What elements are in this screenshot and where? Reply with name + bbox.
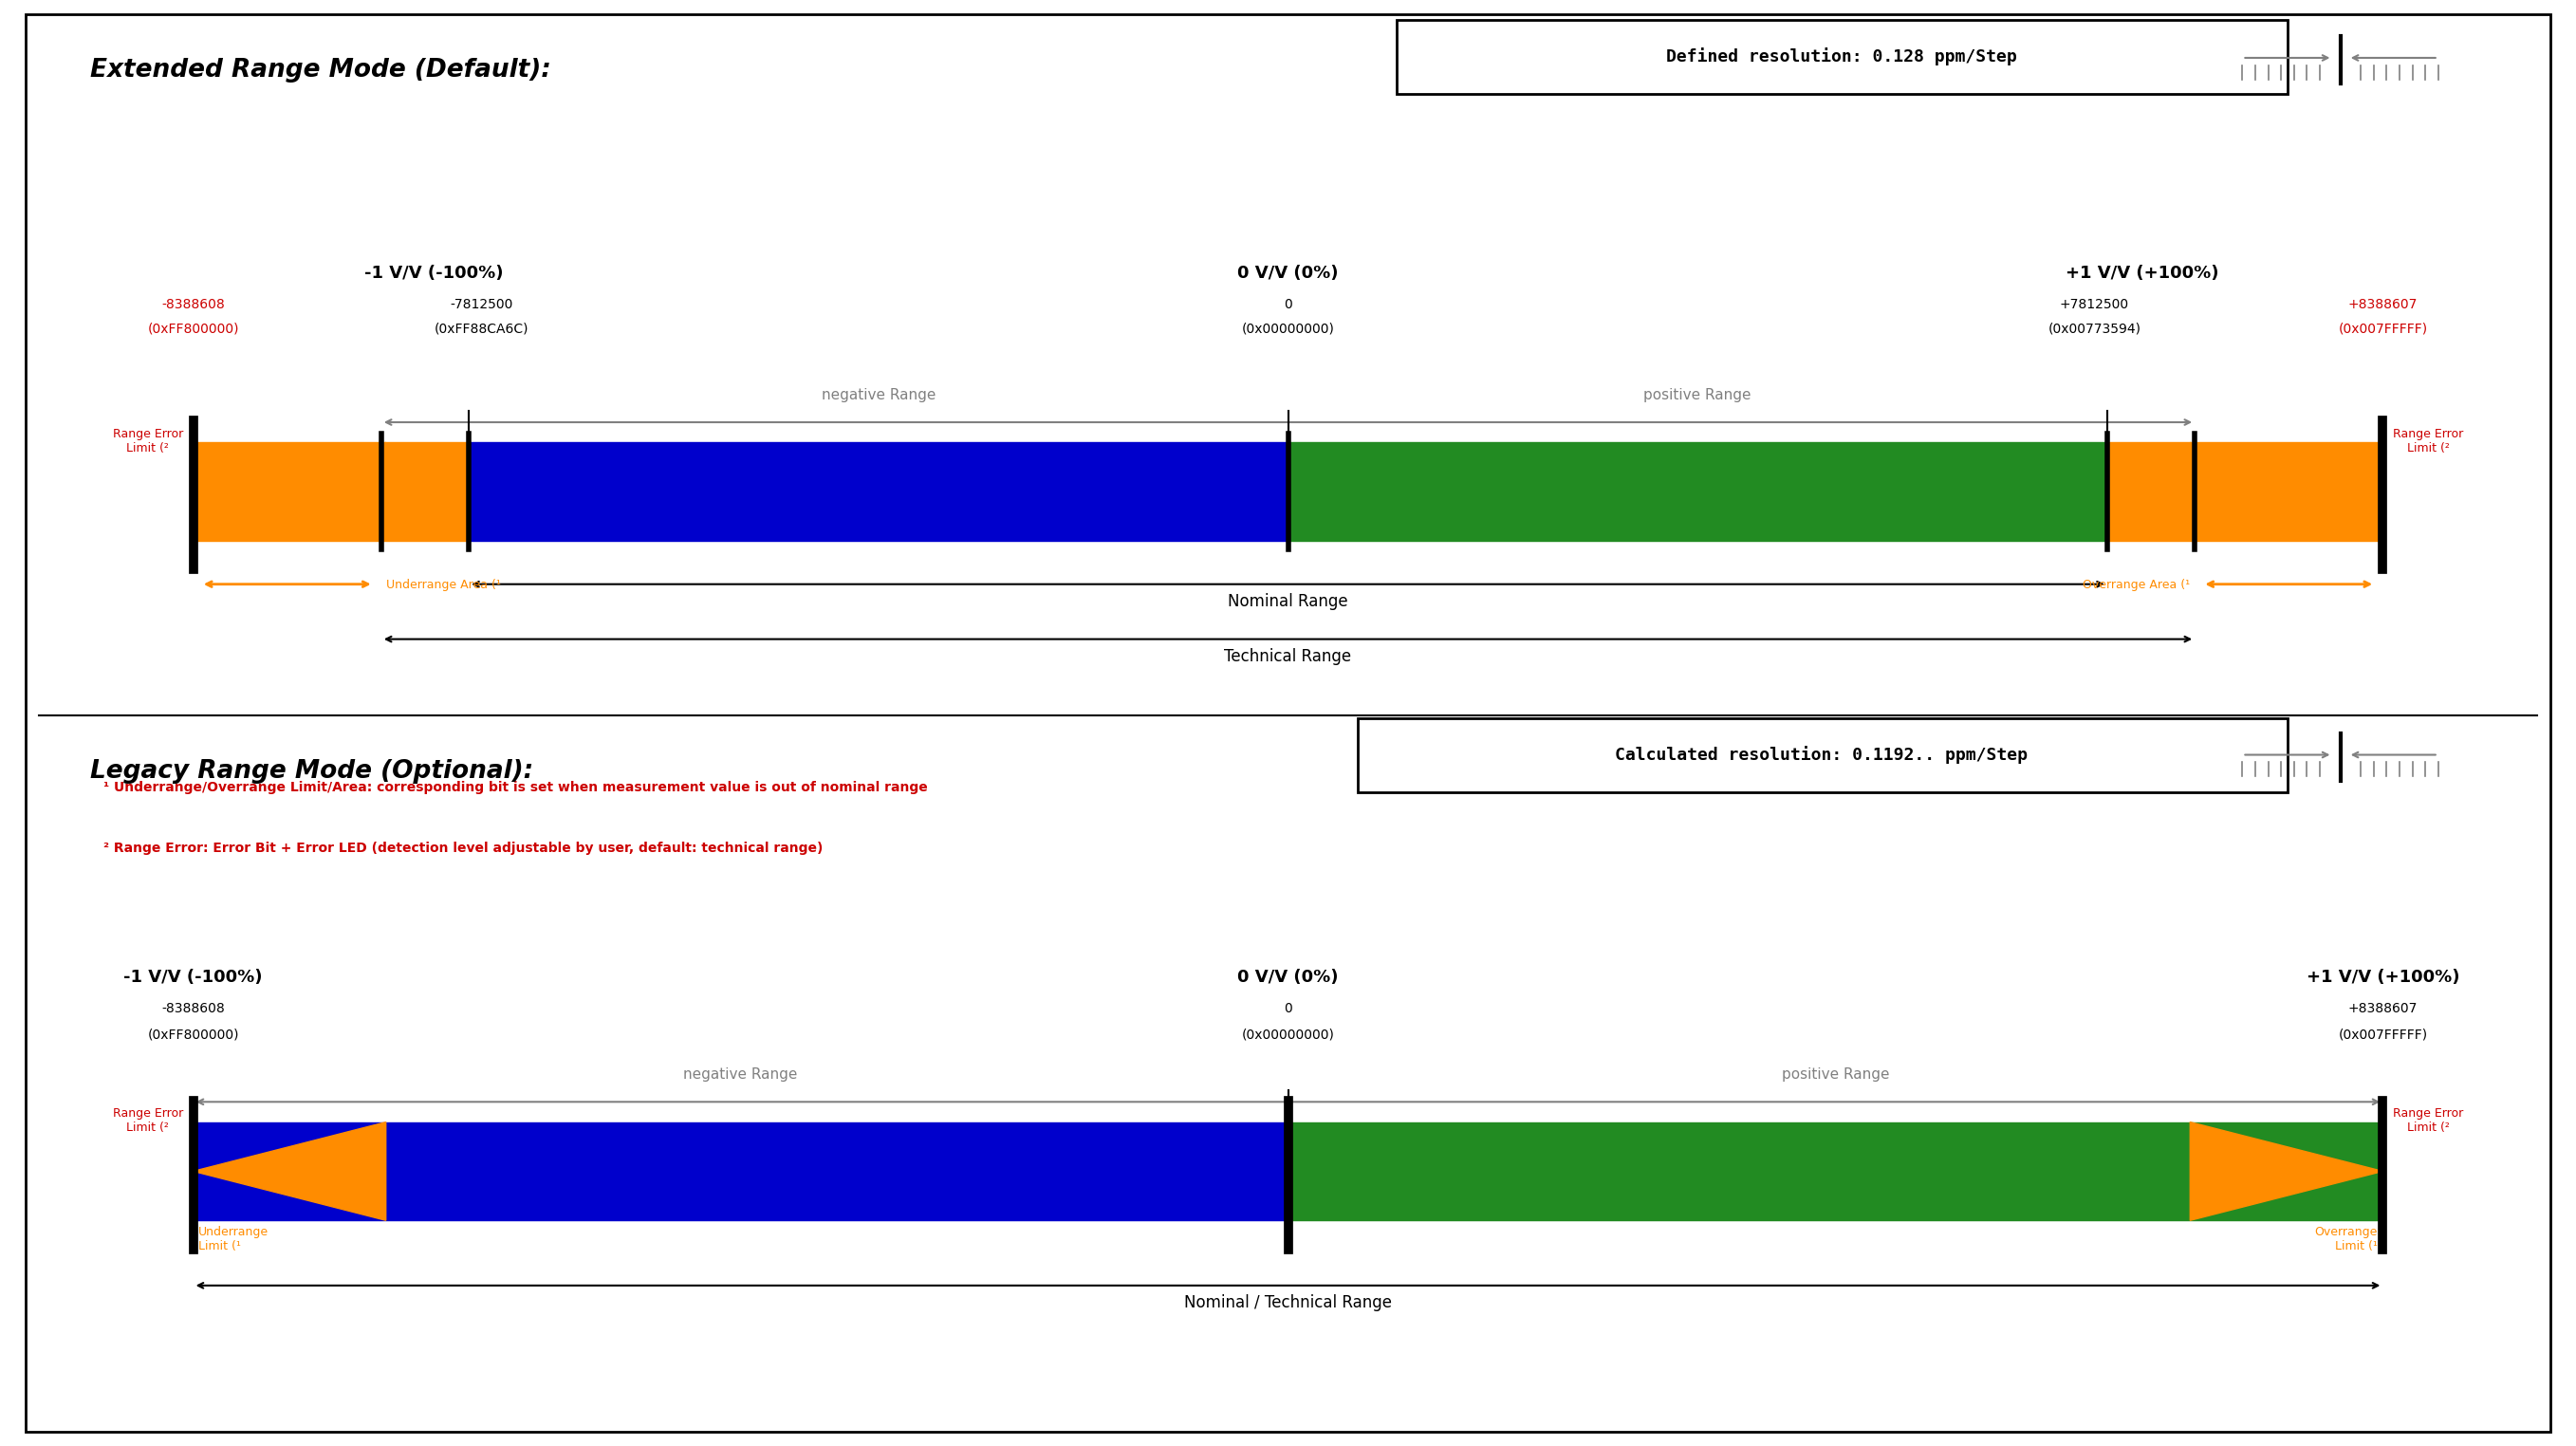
Text: (0x00000000): (0x00000000) (1242, 1028, 1334, 1041)
Text: Nominal / Technical Range: Nominal / Technical Range (1185, 1294, 1391, 1312)
Text: Underrange Area (¹: Underrange Area (¹ (386, 578, 502, 591)
Text: +7812500: +7812500 (2061, 298, 2128, 311)
Text: Extended Range Mode (Default):: Extended Range Mode (Default): (90, 58, 551, 82)
Polygon shape (193, 442, 386, 541)
Text: (0x00000000): (0x00000000) (1242, 322, 1334, 335)
Text: 0 V/V (0%): 0 V/V (0%) (1236, 265, 1340, 282)
Bar (1288, 442, 2107, 541)
Text: -8388608: -8388608 (162, 1002, 224, 1015)
FancyBboxPatch shape (26, 14, 2550, 1432)
Text: Nominal Range: Nominal Range (1229, 593, 1347, 610)
Polygon shape (2190, 1122, 2383, 1220)
Text: 0: 0 (1283, 1002, 1293, 1015)
Text: ¹ Underrange/Overrange Limit/Area: corresponding bit is set when measurement val: ¹ Underrange/Overrange Limit/Area: corre… (103, 781, 927, 794)
Text: Underrange
Limit (¹: Underrange Limit (¹ (198, 1226, 268, 1252)
Text: Range Error
Limit (²: Range Error Limit (² (2393, 1108, 2463, 1134)
Polygon shape (2190, 442, 2383, 541)
Text: (0xFF800000): (0xFF800000) (147, 1028, 240, 1041)
Text: -7812500: -7812500 (451, 298, 513, 311)
Text: +1 V/V (+100%): +1 V/V (+100%) (2306, 969, 2460, 986)
FancyBboxPatch shape (1396, 20, 2287, 94)
Text: +8388607: +8388607 (2347, 1002, 2419, 1015)
Text: positive Range: positive Range (1783, 1067, 1888, 1082)
Bar (2107, 442, 2383, 541)
Bar (1288, 1122, 2383, 1220)
Text: Calculated resolution: 0.1192.. ppm/Step: Calculated resolution: 0.1192.. ppm/Step (1615, 746, 2027, 763)
Text: Legacy Range Mode (Optional):: Legacy Range Mode (Optional): (90, 759, 533, 784)
Text: Range Error
Limit (²: Range Error Limit (² (113, 428, 183, 454)
Polygon shape (193, 1122, 386, 1220)
Text: +1 V/V (+100%): +1 V/V (+100%) (2066, 265, 2218, 282)
Bar (193, 442, 469, 541)
Text: 0 V/V (0%): 0 V/V (0%) (1236, 969, 1340, 986)
Text: ² Range Error: Error Bit + Error LED (detection level adjustable by user, defaul: ² Range Error: Error Bit + Error LED (de… (103, 842, 822, 855)
Text: Defined resolution: 0.128 ppm/Step: Defined resolution: 0.128 ppm/Step (1667, 48, 2017, 65)
Text: positive Range: positive Range (1643, 388, 1752, 402)
Text: Overrange Area (¹: Overrange Area (¹ (2081, 578, 2190, 591)
Text: (0x00773594): (0x00773594) (2048, 322, 2141, 335)
Text: 0: 0 (1283, 298, 1293, 311)
Text: (0x007FFFFF): (0x007FFFFF) (2339, 1028, 2427, 1041)
Text: Overrange
Limit (¹: Overrange Limit (¹ (2316, 1226, 2378, 1252)
Text: -1 V/V (-100%): -1 V/V (-100%) (124, 969, 263, 986)
Text: (0xFF88CA6C): (0xFF88CA6C) (435, 322, 528, 335)
Text: negative Range: negative Range (683, 1067, 799, 1082)
Text: -8388608: -8388608 (162, 298, 224, 311)
Bar (193, 1122, 1288, 1220)
Text: negative Range: negative Range (822, 388, 935, 402)
Text: Range Error
Limit (²: Range Error Limit (² (113, 1108, 183, 1134)
Text: (0x007FFFFF): (0x007FFFFF) (2339, 322, 2427, 335)
Text: +8388607: +8388607 (2347, 298, 2419, 311)
FancyBboxPatch shape (1358, 719, 2287, 792)
Text: Range Error
Limit (²: Range Error Limit (² (2393, 428, 2463, 454)
Text: (0xFF800000): (0xFF800000) (147, 322, 240, 335)
Text: -1 V/V (-100%): -1 V/V (-100%) (366, 265, 502, 282)
Bar (469, 442, 1288, 541)
Text: Technical Range: Technical Range (1224, 648, 1352, 665)
